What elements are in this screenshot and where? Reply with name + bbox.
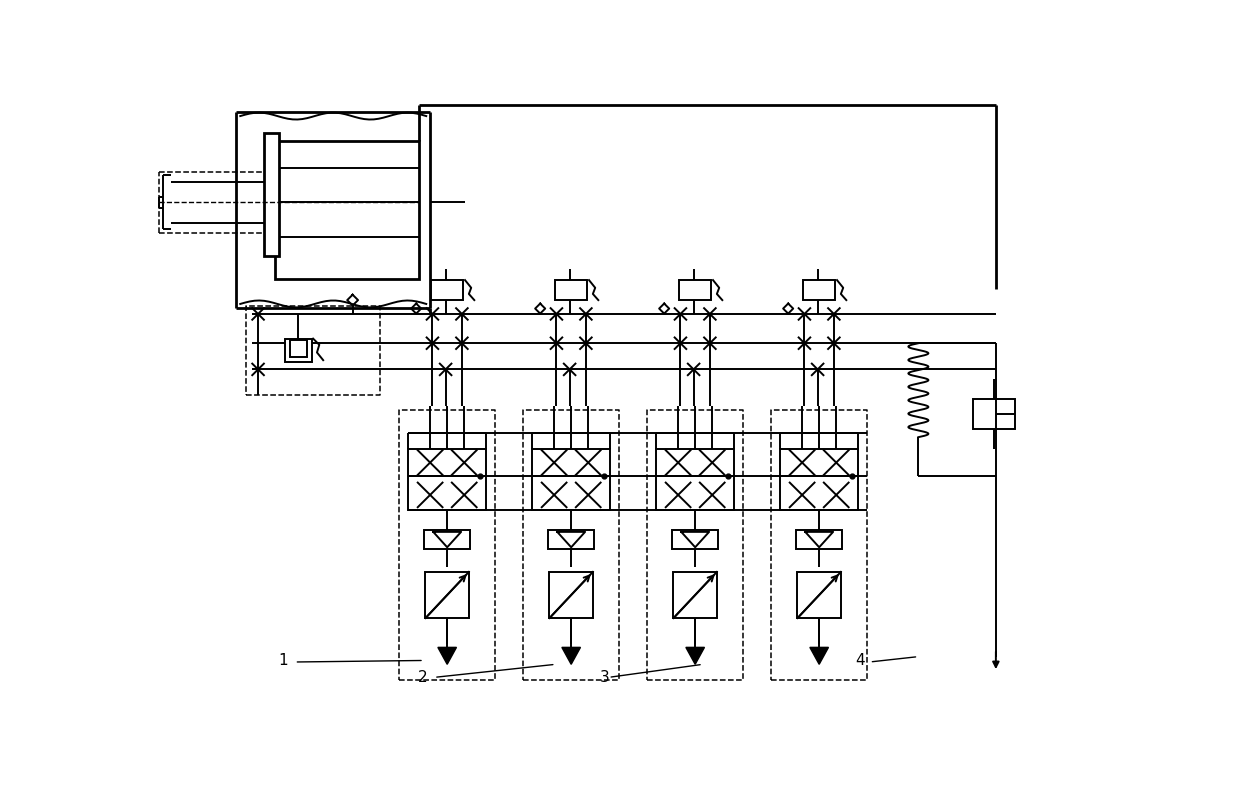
- Bar: [424, 530, 470, 549]
- Bar: [548, 530, 594, 549]
- Polygon shape: [562, 647, 580, 665]
- Bar: [432, 280, 464, 300]
- Bar: [408, 449, 486, 511]
- Bar: [680, 280, 712, 300]
- Text: 2: 2: [418, 670, 428, 685]
- Text: 3: 3: [600, 670, 609, 685]
- Text: 4: 4: [856, 653, 866, 669]
- Bar: [285, 338, 311, 362]
- Bar: [425, 572, 469, 618]
- Text: 1: 1: [278, 653, 288, 669]
- Polygon shape: [686, 647, 704, 665]
- Bar: [972, 399, 1016, 430]
- Bar: [290, 340, 308, 357]
- Bar: [796, 530, 842, 549]
- Bar: [263, 133, 279, 256]
- Bar: [804, 280, 836, 300]
- Bar: [556, 280, 588, 300]
- Bar: [549, 572, 593, 618]
- Bar: [780, 449, 858, 511]
- Bar: [797, 572, 841, 618]
- Polygon shape: [810, 647, 828, 665]
- Polygon shape: [438, 647, 456, 665]
- Bar: [275, 141, 419, 279]
- Bar: [673, 572, 717, 618]
- Bar: [656, 449, 734, 511]
- Bar: [672, 530, 718, 549]
- Bar: [532, 449, 610, 511]
